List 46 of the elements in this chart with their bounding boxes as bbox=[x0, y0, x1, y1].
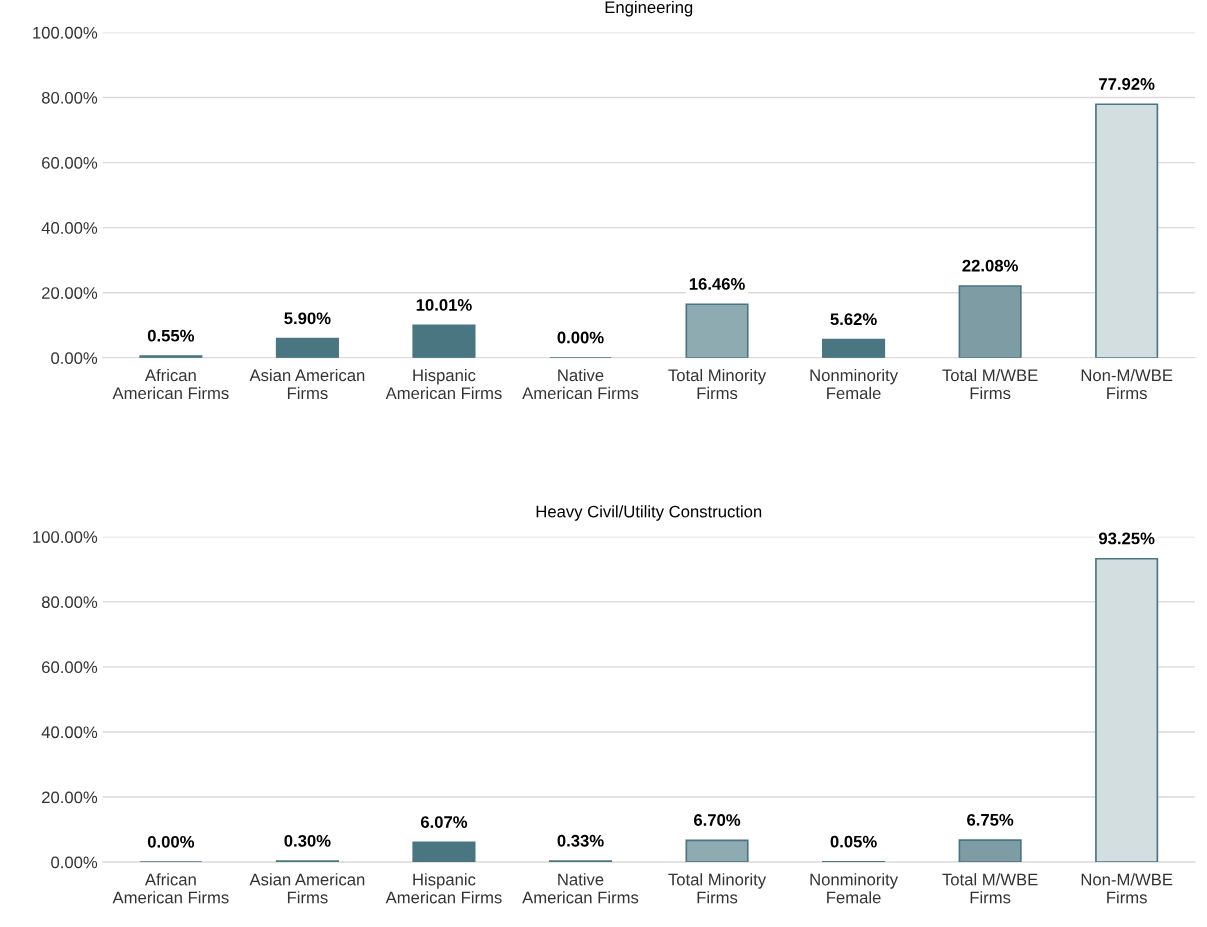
y-tick-label: 60.00% bbox=[42, 156, 98, 169]
text: 0.33% bbox=[557, 834, 604, 847]
x-tick-label: Asian American Firms bbox=[249, 368, 365, 400]
y-tick-label: 60.00% bbox=[42, 661, 98, 674]
text: 5.90% bbox=[284, 312, 331, 325]
x-tick-label: Total M/WBE Firms bbox=[942, 368, 1038, 400]
text: 0.05% bbox=[830, 835, 877, 848]
x-tick-label: Asian American Firms bbox=[249, 873, 365, 904]
chart-title: Heavy Civil/Utility Construction bbox=[536, 505, 762, 521]
text: 10.01% bbox=[416, 299, 472, 311]
x-tick-label: Nonminority Female bbox=[810, 368, 898, 400]
x-tick-label: Non-M/WBE Firms bbox=[1081, 368, 1173, 400]
x-tick-label: Total Minority Firms bbox=[668, 873, 767, 904]
y-tick-label: 0.00% bbox=[51, 856, 98, 869]
x-tick-label: Nonminority Female bbox=[810, 873, 898, 904]
text: 77.92% bbox=[1099, 78, 1155, 90]
text: 6.07% bbox=[420, 816, 468, 828]
x-tick-label: Native American Firms bbox=[522, 368, 639, 400]
text: 0.55% bbox=[147, 329, 195, 342]
y-tick-label: 80.00% bbox=[41, 596, 98, 609]
x-tick-label: African American Firms bbox=[112, 368, 229, 400]
text: 5.62% bbox=[830, 313, 877, 326]
x-tick-label: Total Minority Firms bbox=[668, 368, 767, 400]
text: 6.70% bbox=[694, 814, 741, 826]
text: 22.08% bbox=[962, 259, 1018, 272]
y-tick-label: 20.00% bbox=[42, 791, 98, 804]
x-tick-label: African American Firms bbox=[112, 873, 229, 904]
x-tick-label: Non-M/WBE Firms bbox=[1081, 873, 1173, 904]
text: 6.75% bbox=[967, 813, 1014, 826]
x-tick-label: Hispanic American Firms bbox=[385, 873, 502, 904]
x-tick-label: Hispanic American Firms bbox=[385, 368, 502, 400]
text: 0.00% bbox=[557, 331, 604, 344]
y-tick-label: 40.00% bbox=[41, 222, 98, 234]
x-tick-label: Total M/WBE Firms bbox=[942, 873, 1038, 904]
x-tick-label: Native American Firms bbox=[522, 873, 639, 904]
text: 0.00% bbox=[147, 835, 195, 848]
y-tick-label: 100.00% bbox=[33, 26, 98, 39]
y-tick-label: 20.00% bbox=[42, 287, 98, 299]
y-tick-label: 40.00% bbox=[41, 726, 98, 739]
y-tick-label: 80.00% bbox=[41, 91, 98, 104]
y-tick-label: 0.00% bbox=[51, 352, 98, 365]
y-tick-label: 100.00% bbox=[33, 531, 98, 543]
text: 0.30% bbox=[284, 834, 331, 847]
text: 16.46% bbox=[689, 278, 745, 290]
text: 93.25% bbox=[1098, 532, 1155, 545]
chart-title: Engineering bbox=[605, 0, 693, 17]
